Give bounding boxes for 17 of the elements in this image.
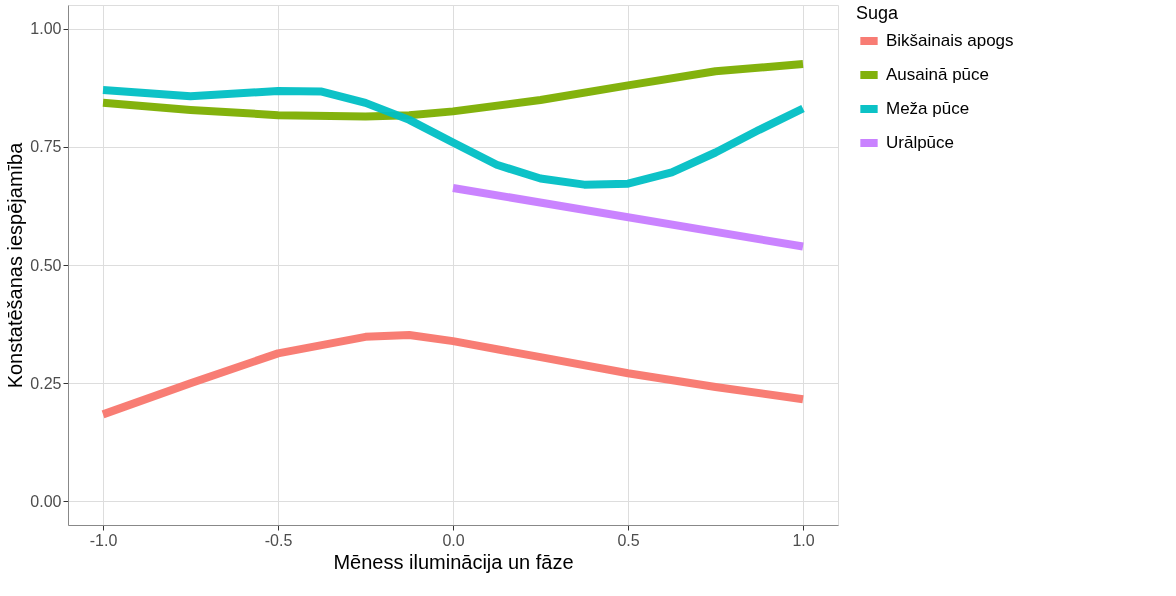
legend-label: Urālpūce bbox=[886, 133, 955, 152]
y-tick-label: 0.00 bbox=[30, 492, 62, 510]
legend-label: Meža pūce bbox=[886, 99, 970, 118]
legend-label: Ausainā pūce bbox=[886, 65, 990, 84]
legend-label: Bikšainais apogs bbox=[886, 31, 1014, 50]
x-axis-title: Mēness iluminācija un fāze bbox=[333, 550, 574, 573]
x-tick-label: -0.5 bbox=[264, 531, 293, 549]
y-tick-label: 0.75 bbox=[30, 138, 62, 156]
y-tick-label: 1.00 bbox=[30, 20, 62, 38]
x-tick-label: 1.0 bbox=[792, 531, 815, 549]
x-tick-label: 0.5 bbox=[617, 531, 640, 549]
y-tick-label: 0.25 bbox=[30, 374, 62, 392]
y-axis-title: Konstatēšanas iespējamība bbox=[4, 141, 27, 389]
y-tick-label: 0.50 bbox=[30, 256, 62, 274]
x-tick-label: 0.0 bbox=[442, 531, 465, 549]
legend-title: Suga bbox=[856, 3, 900, 23]
x-tick-label: -1.0 bbox=[89, 531, 118, 549]
